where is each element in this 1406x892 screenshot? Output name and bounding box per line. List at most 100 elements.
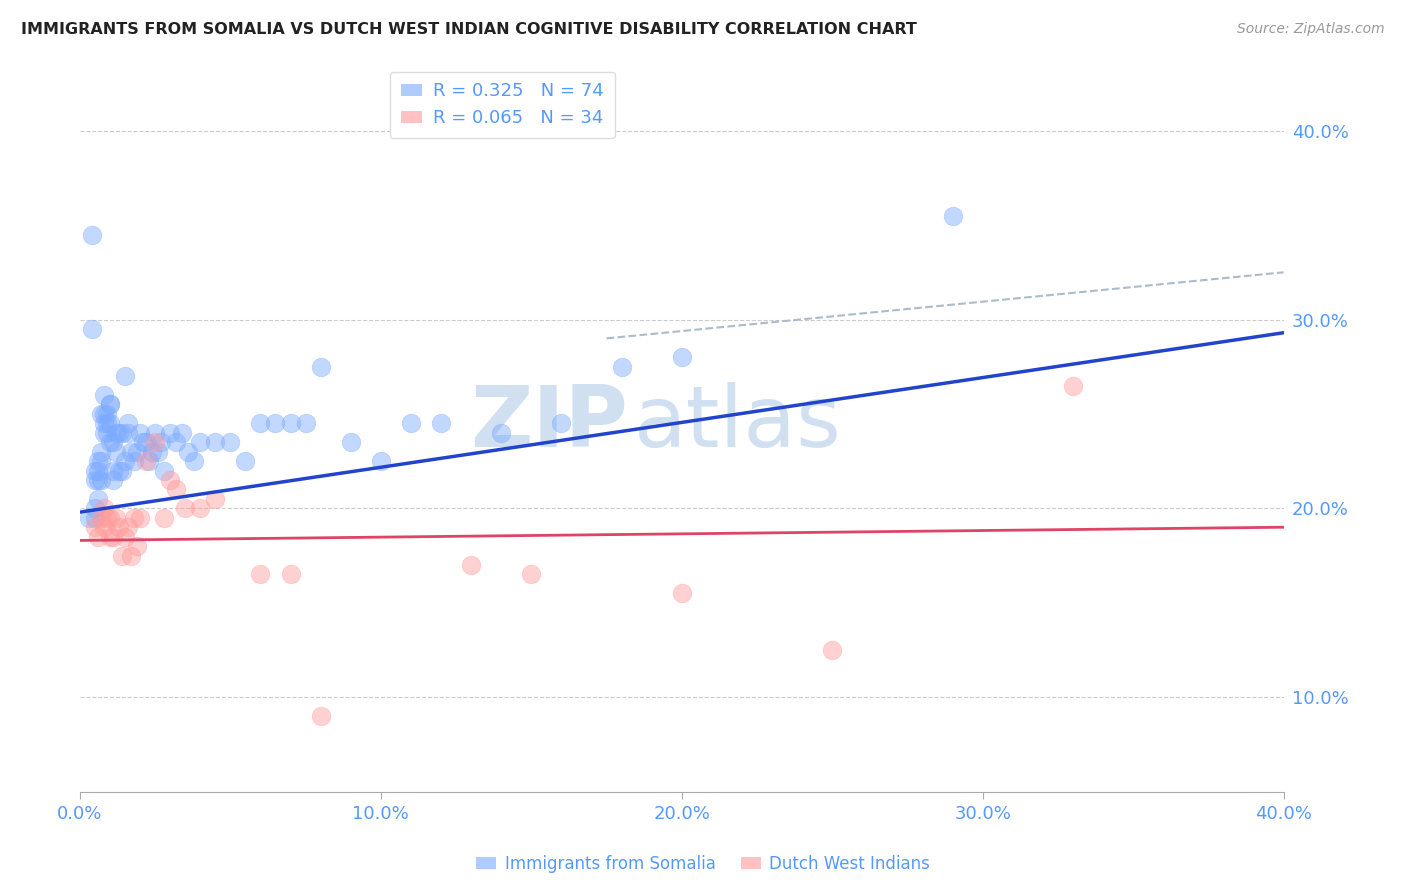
Point [188, 501, 211, 516]
Point [172, 425, 194, 440]
Point [108, 464, 131, 478]
Point [90, 407, 112, 421]
Point [165, 483, 187, 497]
Point [104, 425, 127, 440]
Point [101, 435, 124, 450]
Point [87, 454, 110, 468]
Point [87, 464, 110, 478]
Point [177, 444, 200, 458]
Point [120, 444, 142, 458]
Point [84, 520, 107, 534]
Point [117, 520, 139, 534]
Point [489, 425, 512, 440]
Point [150, 435, 173, 450]
Point [153, 464, 176, 478]
Point [122, 454, 145, 468]
Point [111, 464, 134, 478]
Point [80, 227, 103, 242]
Point [671, 351, 693, 365]
Point [153, 510, 176, 524]
Point [143, 435, 166, 450]
Point [93, 407, 115, 421]
Legend: Immigrants from Somalia, Dutch West Indians: Immigrants from Somalia, Dutch West Indi… [470, 848, 936, 880]
Point [90, 510, 112, 524]
Point [93, 520, 115, 534]
Point [90, 454, 112, 468]
Point [98, 435, 121, 450]
Text: ZIP: ZIP [470, 382, 627, 465]
Point [114, 454, 136, 468]
Point [93, 425, 115, 440]
Point [98, 417, 121, 431]
Point [90, 444, 112, 458]
Point [87, 491, 110, 506]
Point [108, 520, 131, 534]
Point [114, 530, 136, 544]
Point [77, 510, 100, 524]
Point [188, 435, 211, 450]
Point [129, 510, 152, 524]
Point [111, 425, 134, 440]
Point [96, 417, 118, 431]
Point [135, 435, 157, 450]
Point [122, 510, 145, 524]
Point [249, 417, 271, 431]
Point [399, 417, 422, 431]
Point [98, 530, 121, 544]
Text: IMMIGRANTS FROM SOMALIA VS DUTCH WEST INDIAN COGNITIVE DISABILITY CORRELATION CH: IMMIGRANTS FROM SOMALIA VS DUTCH WEST IN… [21, 22, 917, 37]
Point [93, 501, 115, 516]
Point [96, 407, 118, 421]
Point [294, 417, 316, 431]
Point [550, 417, 572, 431]
Point [108, 425, 131, 440]
Point [98, 397, 121, 411]
Point [942, 209, 965, 223]
Point [430, 417, 453, 431]
Point [87, 530, 110, 544]
Point [98, 510, 121, 524]
Point [370, 454, 392, 468]
Point [159, 425, 181, 440]
Point [280, 417, 302, 431]
Point [114, 369, 136, 384]
Point [93, 388, 115, 402]
Point [165, 435, 187, 450]
Point [84, 473, 107, 487]
Point [129, 425, 152, 440]
Point [104, 510, 127, 524]
Point [93, 417, 115, 431]
Point [135, 454, 157, 468]
Point [671, 586, 693, 600]
Point [120, 549, 142, 563]
Point [520, 567, 543, 582]
Point [101, 473, 124, 487]
Point [249, 567, 271, 582]
Point [143, 425, 166, 440]
Point [309, 359, 332, 374]
Point [204, 435, 226, 450]
Point [132, 435, 155, 450]
Point [84, 501, 107, 516]
Point [610, 359, 633, 374]
Point [174, 501, 197, 516]
Point [264, 417, 287, 431]
Point [309, 709, 332, 723]
Point [101, 530, 124, 544]
Point [460, 558, 482, 572]
Point [96, 425, 118, 440]
Point [117, 425, 139, 440]
Point [101, 464, 124, 478]
Point [204, 491, 226, 506]
Point [183, 454, 205, 468]
Point [219, 435, 242, 450]
Point [339, 435, 361, 450]
Point [111, 549, 134, 563]
Point [138, 454, 160, 468]
Point [84, 510, 107, 524]
Point [159, 473, 181, 487]
Point [90, 473, 112, 487]
Point [117, 417, 139, 431]
Point [146, 444, 169, 458]
Point [1062, 378, 1084, 392]
Point [821, 643, 844, 657]
